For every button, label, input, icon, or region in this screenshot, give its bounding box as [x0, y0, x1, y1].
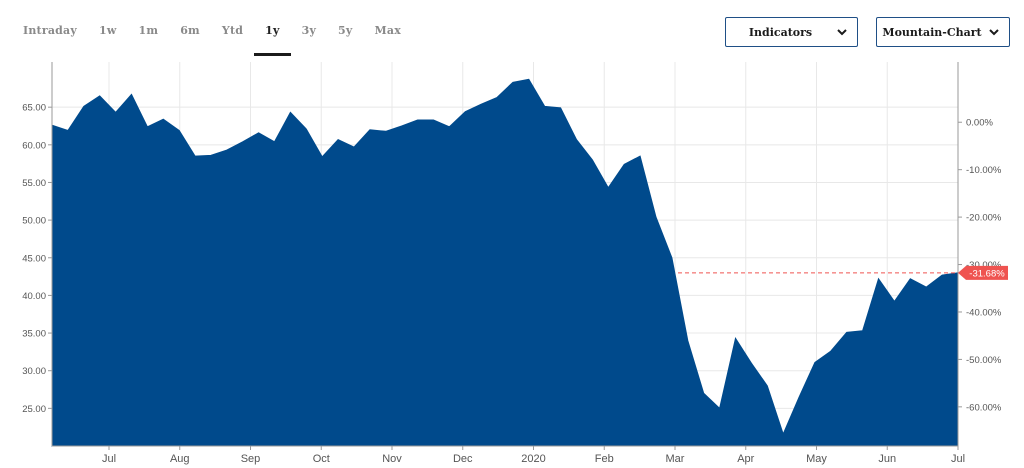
- tab-max[interactable]: Max: [374, 24, 401, 37]
- x-tick-label: Apr: [737, 453, 754, 465]
- x-tick-label: Jul: [102, 453, 116, 465]
- x-tick-label: Aug: [170, 453, 190, 465]
- indicators-dropdown[interactable]: Indicators: [725, 17, 858, 47]
- x-tick-label: Oct: [313, 453, 330, 465]
- x-tick-label: May: [806, 453, 827, 465]
- x-tick-label: Feb: [595, 453, 614, 465]
- current-change-label: -31.68%: [969, 268, 1005, 279]
- x-tick-label: Jul: [951, 453, 965, 465]
- y-right-tick-label: -60.00%: [966, 402, 1002, 413]
- range-tabs: Intraday 1w 1m 6m Ytd 1y 3y 5y Max: [12, 0, 412, 56]
- current-change-badge: [958, 265, 1008, 280]
- chevron-down-icon: [835, 25, 849, 39]
- y-right-tick-label: -30.00%: [966, 260, 1002, 271]
- y-left-tick-label: 45.00: [22, 253, 46, 264]
- x-tick-label: Nov: [382, 453, 402, 465]
- tab-1y[interactable]: 1y: [254, 0, 292, 56]
- y-left-tick-label: 55.00: [22, 178, 46, 189]
- tab-1w[interactable]: 1w: [98, 24, 117, 37]
- x-tick-label: Sep: [241, 453, 261, 465]
- indicators-dropdown-label: Indicators: [748, 25, 813, 39]
- y-left-tick-label: 60.00: [22, 140, 46, 151]
- chart-type-dropdown-label: Mountain-Chart: [882, 25, 982, 39]
- x-tick-label: 2020: [521, 453, 545, 465]
- y-left-tick-label: 35.00: [22, 329, 46, 340]
- y-left-tick-label: 65.00: [22, 103, 46, 114]
- y-right-tick-label: -10.00%: [966, 165, 1002, 176]
- chart-type-dropdown[interactable]: Mountain-Chart: [876, 17, 1010, 47]
- tab-intraday[interactable]: Intraday: [23, 24, 77, 37]
- y-right-tick-label: 0.00%: [966, 118, 993, 129]
- tab-ytd[interactable]: Ytd: [221, 24, 244, 37]
- x-tick-label: Jun: [878, 453, 896, 465]
- tab-6m[interactable]: 6m: [180, 24, 200, 37]
- price-chart[interactable]: 65.00 60.00 55.00 50.00 45.00 40.00 35.00 30.00…: [0, 56, 1024, 468]
- price-chart-svg: 65.00 60.00 55.00 50.00 45.00 40.00 35.00 30.00…: [22, 62, 1008, 465]
- x-tick-label: Dec: [453, 453, 473, 465]
- y-right-tick-label: -40.00%: [966, 307, 1002, 318]
- y-left-tick-label: 30.00: [22, 366, 46, 377]
- area-series: [51, 78, 959, 447]
- tab-3y[interactable]: 3y: [301, 24, 317, 37]
- y-right-tick-label: -50.00%: [966, 355, 1002, 366]
- y-left-tick-label: 40.00: [22, 291, 46, 302]
- chevron-down-icon: [987, 25, 1001, 39]
- chart-toolbar: Intraday 1w 1m 6m Ytd 1y 3y 5y Max Indicators Mo…: [0, 0, 1024, 56]
- x-tick-label: Mar: [666, 453, 685, 465]
- y-left-tick-label: 25.00: [22, 404, 46, 415]
- y-right-tick-label: -20.00%: [966, 213, 1002, 224]
- tab-5y[interactable]: 5y: [338, 24, 353, 37]
- y-left-tick-label: 50.00: [22, 216, 46, 227]
- tab-1m[interactable]: 1m: [138, 24, 159, 37]
